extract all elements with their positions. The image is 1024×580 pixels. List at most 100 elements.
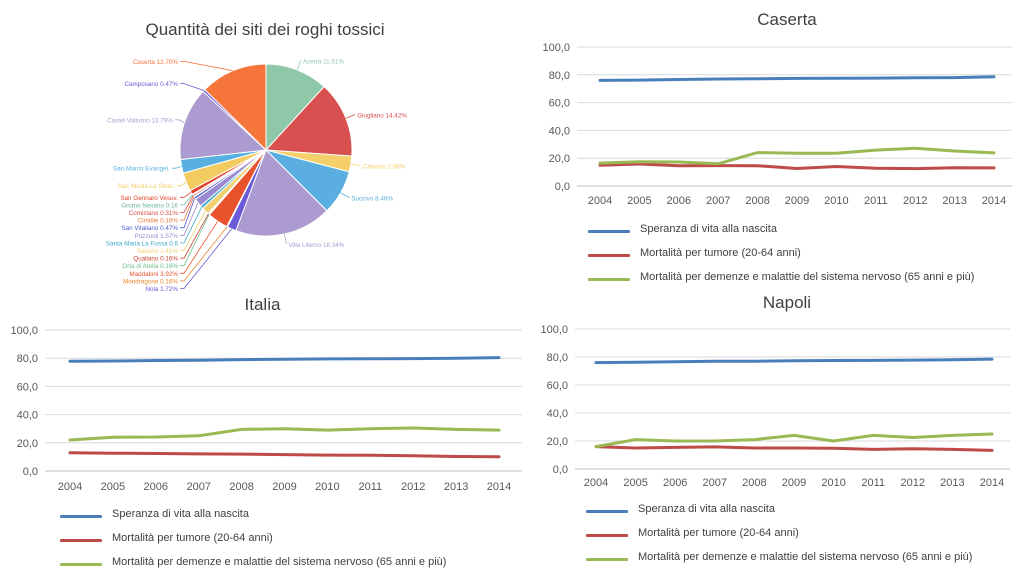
legend-label: Mortalità per demenze e malattie del sis…	[638, 551, 973, 563]
pie-leader-line	[350, 163, 361, 167]
legend-swatch	[60, 515, 102, 518]
series-line-1	[68, 356, 501, 363]
pie-leader-line	[180, 194, 193, 206]
x-tick-label: 2004	[584, 477, 608, 489]
pie-slice-label: San Vitaliano 0.47%	[121, 225, 178, 232]
pie-slice	[204, 63, 267, 152]
pie-chart-panel: Quantità dei siti dei roghi tossici Acer…	[106, 18, 420, 293]
y-tick-label: 100,0	[10, 325, 38, 337]
x-tick-label: 2012	[401, 481, 425, 493]
x-tick-label: 2004	[58, 481, 82, 493]
x-tick-label: 2008	[745, 195, 769, 207]
y-tick-label: 20,0	[547, 436, 568, 448]
x-tick-label: 2009	[272, 481, 296, 493]
y-tick-label: 60,0	[17, 381, 38, 393]
x-tick-label: 2009	[782, 477, 806, 489]
y-tick-label: 20,0	[549, 153, 570, 165]
x-tick-label: 2009	[785, 195, 809, 207]
series-line-1	[594, 357, 994, 365]
pie-slice-label: Castel Volturno 13.79%	[107, 117, 173, 124]
x-tick-label: 2014	[980, 477, 1004, 489]
legend-label: Speranza di vita alla nascita	[640, 223, 777, 235]
pie-slice	[235, 149, 328, 237]
pie-slice-label: Camposano 0.47%	[124, 81, 178, 88]
chart-title-napoli: Napoli	[762, 293, 812, 312]
pie-leader-line	[180, 83, 205, 91]
pie-chart-title: Quantità dei siti dei roghi tossici	[145, 20, 385, 39]
y-tick-label: 0,0	[555, 181, 570, 193]
series-line-2	[68, 451, 501, 459]
pie-slice-label: Grumo Nevano 0.16	[121, 202, 178, 209]
x-tick-label: 2007	[703, 477, 727, 489]
y-tick-label: 80,0	[17, 353, 38, 365]
pie-slice-label: San Gennaro Vesuv.	[120, 195, 178, 202]
pie-slice-label: San Nicola La Strac.	[117, 183, 175, 190]
x-tick-label: 2007	[186, 481, 210, 493]
y-tick-label: 20,0	[17, 438, 38, 450]
legend-label: Mortalità per demenze e malattie del sis…	[640, 271, 975, 283]
legend-label: Mortalità per demenze e malattie del sis…	[112, 556, 447, 568]
x-tick-label: 2008	[229, 481, 253, 493]
x-tick-label: 2011	[358, 481, 382, 493]
pie-slice-label: Maddaloni 3.92%	[129, 271, 178, 278]
y-tick-label: 0,0	[23, 466, 38, 478]
pie-slice-label: Pozzuoli 1.57%	[135, 233, 179, 240]
pie-leader-line	[180, 213, 209, 259]
line-chart-caserta: Caserta 0,0 20,0 40,0 60,0 80,0 100,0 2004 2005…	[532, 5, 1012, 290]
series-line-1	[598, 75, 996, 82]
pie-leader-line	[176, 181, 187, 187]
pie-slice-label: Comiziano 0.31%	[129, 210, 179, 217]
pie-slice	[265, 63, 325, 152]
pie-leader-line	[180, 196, 195, 221]
x-tick-label: 2005	[101, 481, 125, 493]
pie-leader-line	[180, 210, 206, 251]
line-chart-caserta-svg: 0,0 20,0 40,0 60,0 80,0 100,0 2004 2005 2006 2007…	[542, 42, 1012, 207]
series-line-2	[594, 445, 994, 452]
pie-leader-line	[180, 198, 196, 229]
pie-leader-line	[180, 192, 192, 198]
x-tick-label: 2005	[627, 195, 651, 207]
series-line-3	[68, 426, 501, 442]
pie-slice-label: Savano 1.41%	[137, 248, 178, 255]
x-tick-label: 2011	[864, 195, 888, 207]
pie-slice-label: Villa Literno 18.34%	[288, 242, 344, 249]
pie-slice-label: Caserta 12.70%	[133, 59, 179, 66]
legend-swatch	[588, 254, 630, 257]
line-chart-napoli: Napoli 0,0 20,0 40,0 60,0 80,0 100,0 2004 2005 2…	[532, 288, 1012, 576]
pie-slice-label: Qualiano 0.16%	[133, 256, 178, 263]
legend-label: Mortalità per tumore (20-64 anni)	[112, 532, 273, 544]
legend-swatch	[586, 534, 628, 537]
x-tick-label: 2006	[663, 477, 687, 489]
legend-label: Mortalità per tumore (20-64 anni)	[640, 247, 801, 259]
y-tick-label: 80,0	[549, 70, 570, 82]
legend-swatch	[588, 230, 630, 233]
x-tick-label: 2014	[982, 195, 1006, 207]
y-tick-label: 0,0	[553, 464, 568, 476]
y-tick-label: 100,0	[540, 324, 568, 336]
pie-leader-line	[180, 202, 199, 236]
line-chart-italia-svg: 0,0 20,0 40,0 60,0 80,0 100,0 2004 2005 2006 2007…	[10, 325, 522, 493]
x-tick-label: 2010	[315, 481, 339, 493]
legend-label: Speranza di vita alla nascita	[112, 508, 249, 520]
x-tick-label: 2010	[824, 195, 848, 207]
pie-leader-line	[296, 60, 302, 71]
pie-chart: Acerra 11.91% Giugliano 14.42% Caivano 2.9…	[106, 59, 407, 293]
y-tick-label: 60,0	[549, 98, 570, 110]
pie-leader-line	[345, 114, 356, 119]
pie-slice-label: Acerra 11.91%	[303, 59, 345, 66]
pie-leader-line	[180, 226, 228, 282]
legend-swatch	[586, 510, 628, 513]
pie-leader-line	[180, 228, 233, 289]
line-chart-italia: Italia 0,0 20,0 40,0 60,0 80,0 100,0 2004 2005 2…	[0, 290, 525, 576]
x-tick-label: 2013	[444, 481, 468, 493]
legend-swatch	[60, 563, 102, 566]
x-tick-label: 2011	[861, 477, 885, 489]
chart-title-italia: Italia	[244, 295, 281, 314]
pie-slice-label: Mondragone 0.16%	[123, 278, 178, 285]
y-tick-label: 40,0	[547, 408, 568, 420]
legend-swatch	[588, 278, 630, 281]
pie-slice-label: Succivo 8.46%	[351, 196, 393, 203]
pie-leader-line	[174, 119, 185, 124]
legend-label: Speranza di vita alla nascita	[638, 503, 775, 515]
x-tick-label: 2013	[942, 195, 966, 207]
